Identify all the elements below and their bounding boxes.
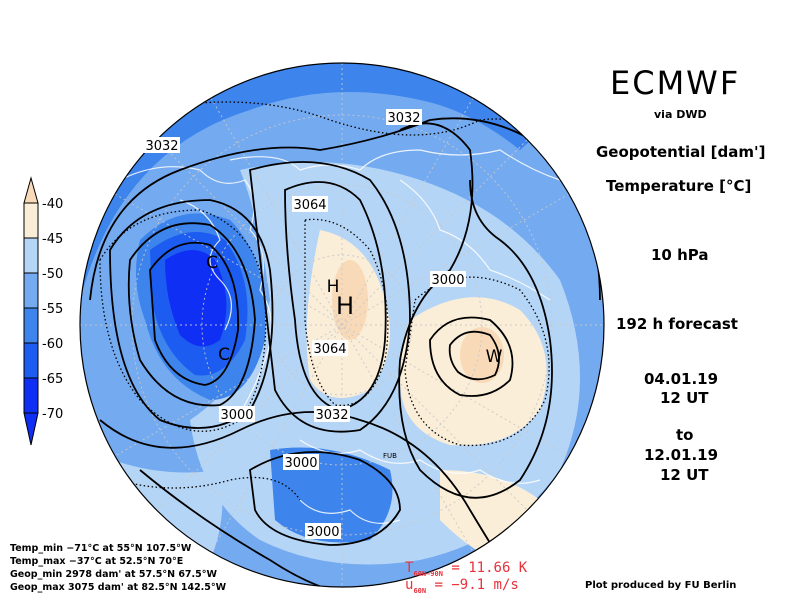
init-time: 12 UT: [660, 389, 709, 407]
high-center-2: H: [336, 292, 354, 320]
to-label: to: [676, 426, 694, 444]
legend-label-minus50: -50: [42, 267, 63, 282]
contour-label-3000-e: 3000: [431, 273, 464, 288]
contour-label-3000-s2: 3000: [306, 525, 339, 540]
t-value: = 11.66 K: [442, 560, 528, 576]
t-symbol: T: [405, 560, 414, 576]
polar-temperature-diagnostic: T60N−90N = 11.66 K: [405, 560, 527, 578]
variable-geopotential: Geopotential [dam']: [596, 143, 766, 161]
contour-label-3064-mid: 3064: [313, 342, 346, 357]
legend-label-minus65: -65: [42, 372, 63, 387]
forecast-range: 192 h forecast: [616, 315, 738, 333]
init-date: 04.01.19: [644, 370, 719, 388]
legend-label-minus60: -60: [42, 337, 63, 352]
u-symbol: u: [405, 577, 414, 593]
map-border: [79, 62, 605, 588]
via-source: via DWD: [654, 108, 707, 121]
zonal-wind-diagnostic: u60N = −9.1 m/s: [405, 577, 519, 595]
variable-temperature: Temperature [°C]: [606, 177, 752, 195]
stat-temp-min: Temp_min −71°C at 55°N 107.5°W: [10, 543, 192, 554]
high-center-1: H: [327, 277, 340, 297]
stat-geop-max: Geop_max 3075 dam' at 82.5°N 142.5°W: [10, 582, 227, 593]
contour-label-3000-s1: 3000: [284, 456, 317, 471]
warm-center: W: [486, 347, 503, 367]
cold-center-2: C: [218, 345, 230, 365]
pressure-level: 10 hPa: [651, 246, 709, 264]
valid-date: 12.01.19: [644, 446, 719, 464]
valid-time: 12 UT: [660, 466, 709, 484]
t-subscript: 60N−90N: [413, 569, 443, 578]
contour-label-3032-s: 3032: [315, 408, 348, 423]
u-subscript: 60N: [413, 586, 427, 595]
legend-label-minus55: -55: [42, 302, 63, 317]
contour-label-3032-nw: 3032: [145, 139, 178, 154]
contour-label-3064-top: 3064: [293, 198, 326, 213]
station-label: FUB: [383, 452, 397, 460]
brand-title: ECMWF: [610, 64, 741, 102]
credit-line: Plot produced by FU Berlin: [585, 580, 737, 591]
contour-label-3000-w: 3000: [220, 408, 253, 423]
legend-label-minus40: -40: [42, 197, 63, 212]
stat-geop-min: Geop_min 2978 dam' at 57.5°N 67.5°W: [10, 569, 217, 580]
legend-label-minus70: -70: [42, 407, 63, 422]
temperature-legend: -40 -45 -50 -55 -60 -65 -70: [23, 176, 63, 446]
contour-labels: 3032 3032 3064 3000 3064 3000 3032 3000 …: [144, 109, 466, 540]
stat-temp-max: Temp_max −37°C at 52.5°N 70°E: [10, 556, 184, 567]
cold-center-1: C: [206, 253, 218, 273]
center-marks: H H C C W FUB: [206, 253, 503, 460]
u-value: = −9.1 m/s: [426, 577, 519, 593]
contour-label-3032-n: 3032: [387, 111, 420, 126]
legend-label-minus45: -45: [42, 232, 63, 247]
